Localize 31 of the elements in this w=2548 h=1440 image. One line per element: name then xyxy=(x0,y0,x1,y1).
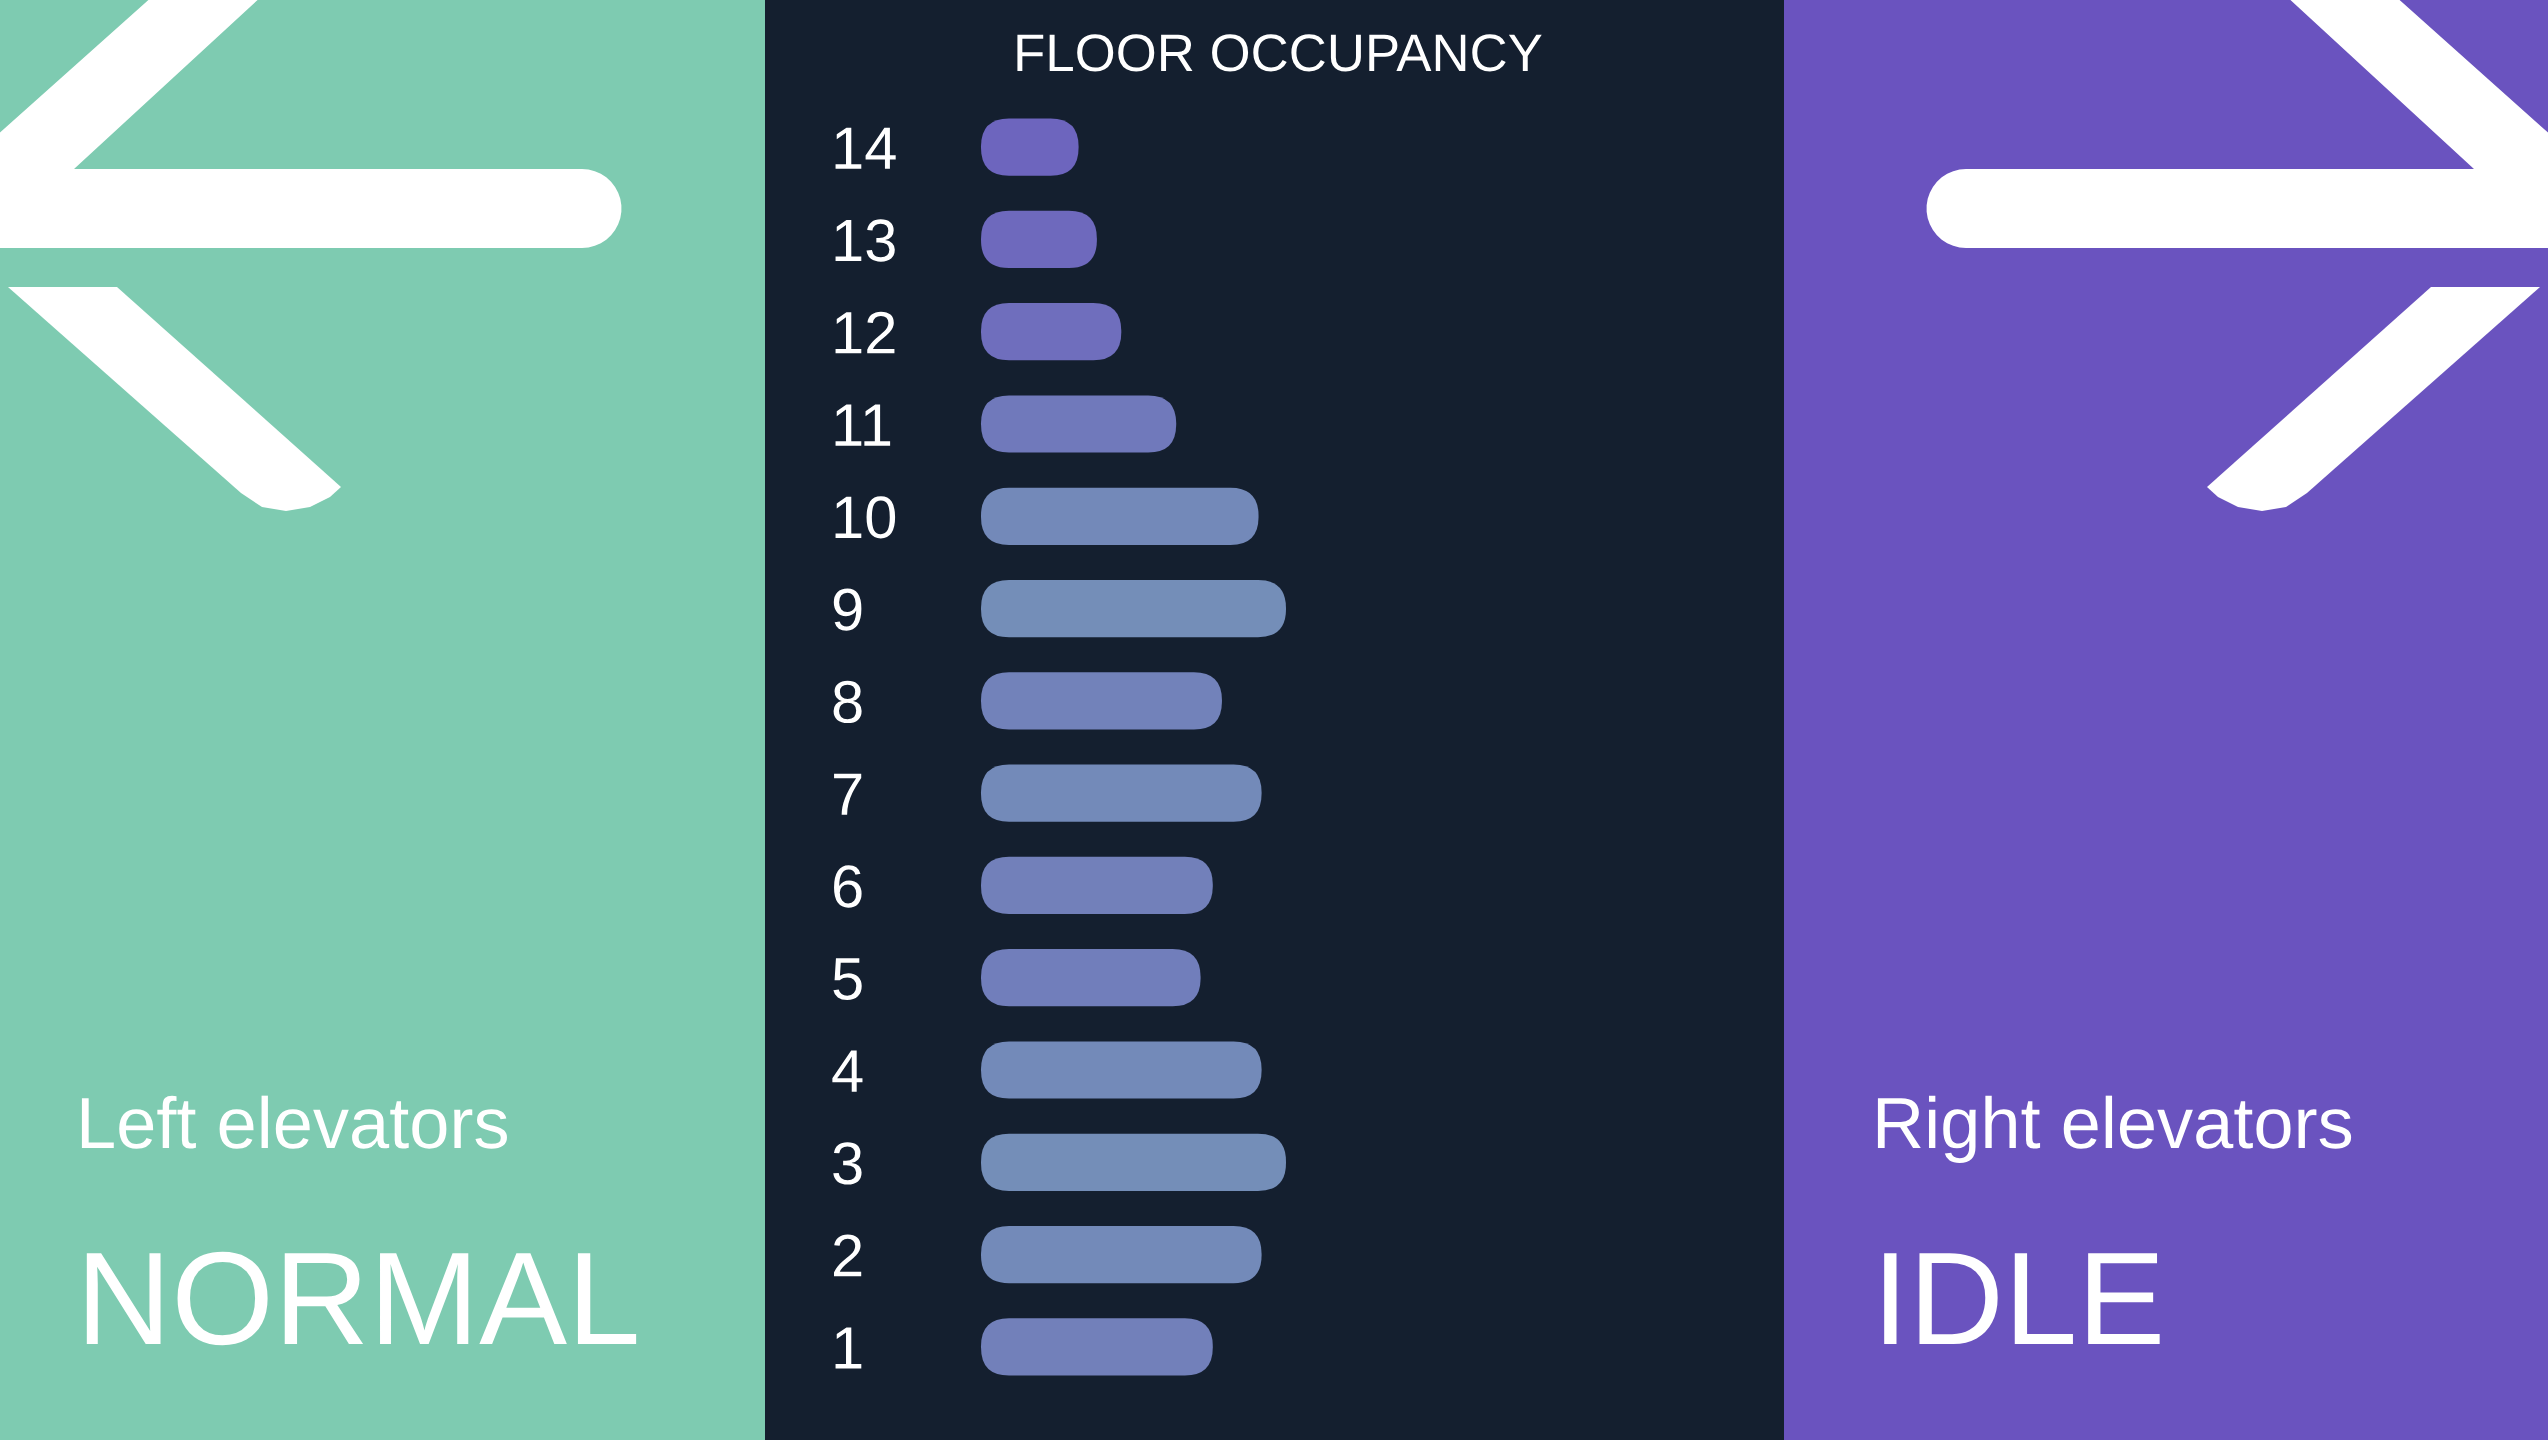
bar xyxy=(981,1133,1286,1191)
y-tick-label: 9 xyxy=(833,588,862,631)
y-tick-label: 1 xyxy=(835,1327,862,1369)
text: NORMAL xyxy=(86,1251,637,1346)
y-tick-label: 2 xyxy=(834,1234,862,1277)
text: Left elevators xyxy=(81,1095,507,1149)
y-tick-label: 6 xyxy=(834,865,862,908)
y-tick-label: 11 xyxy=(835,404,891,446)
bar xyxy=(981,764,1262,822)
bar xyxy=(981,672,1222,730)
chart-title: FLOOR OCCUPANCY xyxy=(1017,34,1542,72)
y-tick-label: 10 xyxy=(835,496,896,539)
y-tick-label: 7 xyxy=(834,773,862,815)
y-tick-label: 13 xyxy=(835,219,895,262)
bar xyxy=(981,949,1201,1007)
text: IDLE xyxy=(1884,1253,2160,1344)
bar xyxy=(981,856,1213,915)
bar xyxy=(981,395,1177,453)
bar xyxy=(981,303,1122,361)
bar xyxy=(981,1225,1262,1284)
y-tick-label: 5 xyxy=(833,958,862,1000)
bar xyxy=(981,1318,1213,1376)
text: Right elevators xyxy=(1877,1095,2352,1163)
bar xyxy=(981,487,1259,545)
y-tick-label: 12 xyxy=(835,311,895,354)
y-tick-label: 4 xyxy=(832,1050,863,1092)
y-tick-label: 14 xyxy=(835,127,896,169)
bar xyxy=(981,1041,1262,1099)
y-tick-label: 8 xyxy=(833,680,862,724)
bar xyxy=(981,579,1286,638)
y-tick-label: 3 xyxy=(833,1142,862,1185)
